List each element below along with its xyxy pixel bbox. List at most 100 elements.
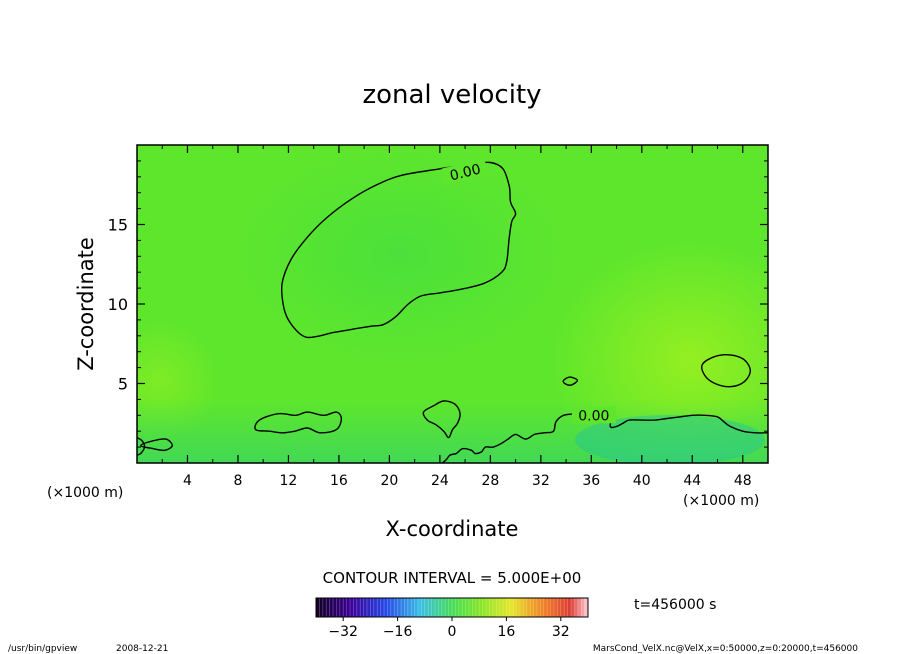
colorbar-swatch <box>506 598 511 617</box>
x-tick-label: 40 <box>633 473 651 489</box>
contour-label-group: 0.00 <box>571 406 616 424</box>
colorbar-swatch <box>356 598 361 617</box>
colorbar-swatch <box>441 598 446 617</box>
contour-label: 0.00 <box>578 408 609 424</box>
colorbar-swatch <box>489 598 494 617</box>
colorbar-swatch <box>333 598 337 617</box>
x-ticks: 4 8 12 16 20 24 28 32 36 40 44 48 <box>161 145 752 489</box>
x-tick-label: 48 <box>734 473 752 489</box>
colorbar-swatch <box>520 598 524 617</box>
colorbar-swatch <box>390 598 395 617</box>
colorbar-swatch <box>373 598 378 617</box>
colorbar-swatch <box>428 598 432 617</box>
blob-12-contour <box>254 411 343 434</box>
blob-25-contour <box>422 400 461 439</box>
colorbar-swatch <box>401 598 405 617</box>
colorbar-swatch <box>343 598 347 617</box>
colorbar-swatch <box>322 598 327 617</box>
x-tick-label: 16 <box>330 473 348 489</box>
colorbar-swatch <box>316 598 320 617</box>
x-tick-label: 24 <box>431 473 449 489</box>
colorbar-swatch <box>339 598 344 617</box>
colorbar-swatch <box>509 598 514 617</box>
colorbar-swatch <box>336 598 341 617</box>
plot-field: 0.00 0.00 <box>137 145 768 463</box>
footer-program: /usr/bin/gpview <box>8 644 77 654</box>
contour-label-group: 0.00 <box>441 157 489 186</box>
colorbar-swatch <box>537 598 541 617</box>
colorbar-swatch <box>486 598 490 617</box>
colorbar-swatch <box>377 598 381 617</box>
colorbar-swatch <box>469 598 473 617</box>
colorbar-swatch <box>577 598 582 617</box>
colorbar-swatch <box>326 598 330 617</box>
contour-label-bg <box>571 406 616 424</box>
colorbar-swatch <box>472 598 477 617</box>
colorbar-swatch <box>452 598 456 617</box>
y-axis-label: Z-coordinate <box>74 237 98 371</box>
y-tick-label: 15 <box>108 216 128 235</box>
blob-34-contour <box>562 376 579 386</box>
colorbar-swatch <box>462 598 466 617</box>
colorbar-swatch <box>523 598 528 617</box>
contour-label-bg <box>441 157 489 186</box>
colorbar-tick-label: −16 <box>383 624 413 640</box>
contour-layer: 0.00 0.00 <box>137 157 768 463</box>
time-label: t=456000 s <box>634 597 716 613</box>
colorbar-swatch <box>571 598 575 617</box>
colorbar-swatch <box>438 598 443 617</box>
colorbar-swatch <box>496 598 500 617</box>
colorbar-swatch <box>503 598 507 617</box>
colorbar-swatch <box>492 598 497 617</box>
colorbar-tick-label: −32 <box>328 624 358 640</box>
colorbar-swatch <box>479 598 483 617</box>
x-unit-label-right: (×1000 m) <box>683 493 759 509</box>
contour-label: 0.00 <box>448 161 482 184</box>
blob-1-contour <box>140 438 173 452</box>
x-tick-label: 8 <box>233 473 242 489</box>
colorbar-swatch <box>547 598 551 617</box>
chart-title: zonal velocity <box>362 80 541 110</box>
colorbar-tick-label: 16 <box>497 624 515 640</box>
footer-date: 2008-12-21 <box>116 644 168 654</box>
colorbar-swatch <box>574 598 579 617</box>
colorbar-tick-label: 32 <box>552 624 570 640</box>
x-tick-label: 28 <box>481 473 499 489</box>
colorbar-swatch <box>370 598 375 617</box>
colorbar-swatch <box>543 598 548 617</box>
colorbar-swatch <box>407 598 412 617</box>
colorbar-swatch <box>584 598 589 617</box>
colorbar-ticks: −32 −16 0 16 32 <box>328 617 570 640</box>
colorbar-swatch <box>564 598 568 617</box>
colorbar-swatch <box>516 598 521 617</box>
colorbar-tick-label: 0 <box>448 624 457 640</box>
colorbar-swatch <box>567 598 572 617</box>
colorbar-swatch <box>380 598 385 617</box>
colorbar-swatch <box>557 598 562 617</box>
colorbar-swatch <box>397 598 402 617</box>
colorbar-swatch <box>329 598 334 617</box>
x-tick-label: 32 <box>532 473 550 489</box>
colorbar-swatch <box>581 598 585 617</box>
colorbar-swatch <box>424 598 429 617</box>
colorbar-swatch <box>363 598 368 617</box>
colorbar-swatch <box>513 598 517 617</box>
colorbar-swatch <box>387 598 392 617</box>
colorbar-swatch <box>353 598 358 617</box>
colorbar-swatch <box>394 598 398 617</box>
colorbar-swatch <box>530 598 534 617</box>
colorbar-swatch <box>404 598 409 617</box>
colorbar-swatch <box>411 598 415 617</box>
colorbar-swatch <box>465 598 470 617</box>
colorbar <box>315 598 589 617</box>
colorbar-swatch <box>560 598 565 617</box>
colorbar-swatch <box>414 598 419 617</box>
colorbar-swatch <box>533 598 538 617</box>
colorbar-swatch <box>421 598 426 617</box>
colorbar-swatch <box>540 598 545 617</box>
x-axis-label: X-coordinate <box>386 517 519 541</box>
colorbar-swatch <box>475 598 480 617</box>
y-ticks: 5 10 15 <box>108 160 768 448</box>
colorbar-swatch <box>445 598 449 617</box>
colorbar-swatch <box>554 598 558 617</box>
